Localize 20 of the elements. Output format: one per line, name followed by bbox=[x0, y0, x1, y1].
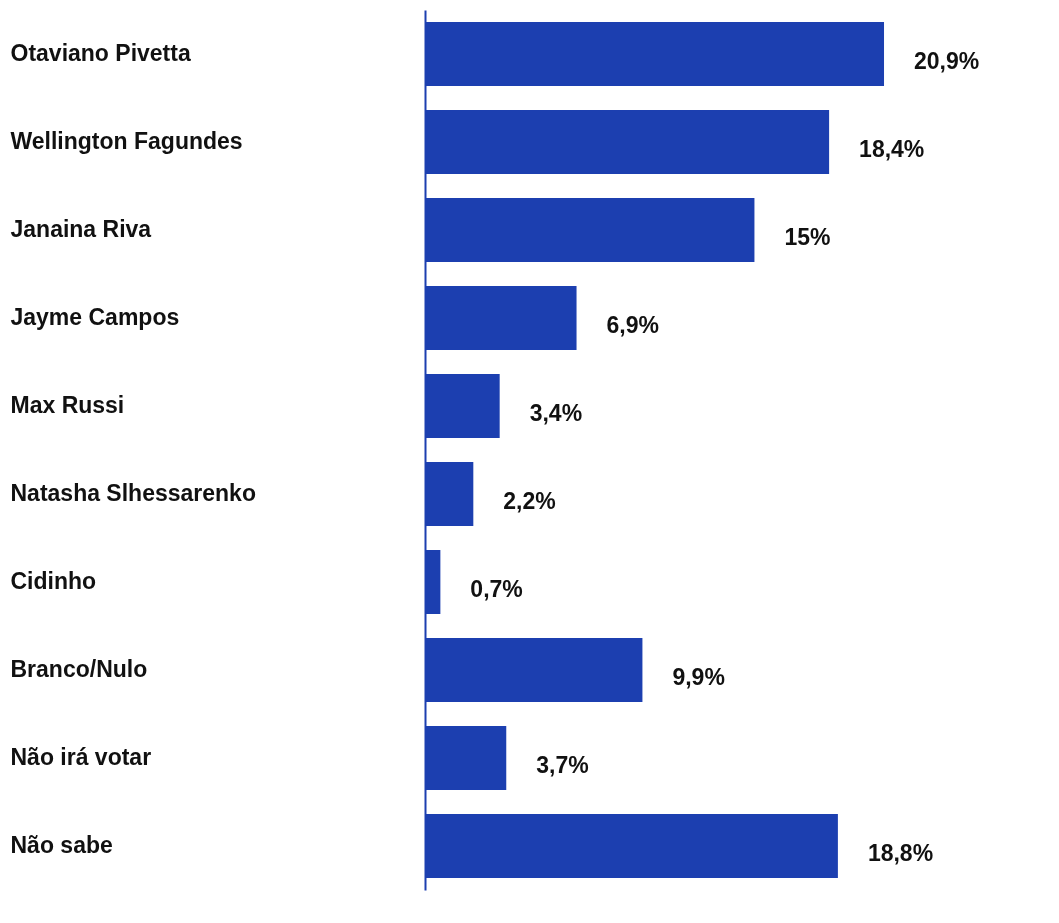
data-label: 3,7% bbox=[536, 752, 589, 778]
data-label: 2,2% bbox=[503, 488, 556, 514]
data-label: 15% bbox=[784, 224, 831, 250]
y-tick-label: Natasha Slhessarenko bbox=[10, 480, 256, 506]
y-tick-label: Wellington Fagundes bbox=[10, 128, 243, 154]
y-tick-label: Otaviano Pivetta bbox=[10, 40, 191, 66]
y-tick-label: Janaina Riva bbox=[10, 216, 152, 242]
data-label: 3,4% bbox=[529, 400, 583, 426]
y-tick-label: Max Russi bbox=[10, 392, 125, 418]
y-tick-label: Cidinho bbox=[10, 568, 97, 594]
y-tick-label: Jayme Campos bbox=[10, 304, 180, 330]
data-label: 20,9% bbox=[914, 48, 980, 74]
data-label: 9,9% bbox=[672, 664, 725, 690]
data-label: 0,7% bbox=[470, 576, 523, 602]
y-tick-label: Branco/Nulo bbox=[10, 656, 148, 682]
data-label: 6,9% bbox=[606, 312, 659, 338]
data-label: 18,4% bbox=[859, 136, 925, 162]
y-tick-label: Não sabe bbox=[10, 832, 113, 858]
data-label: 18,8% bbox=[867, 840, 934, 866]
y-tick-label: Não irá votar bbox=[10, 744, 152, 770]
